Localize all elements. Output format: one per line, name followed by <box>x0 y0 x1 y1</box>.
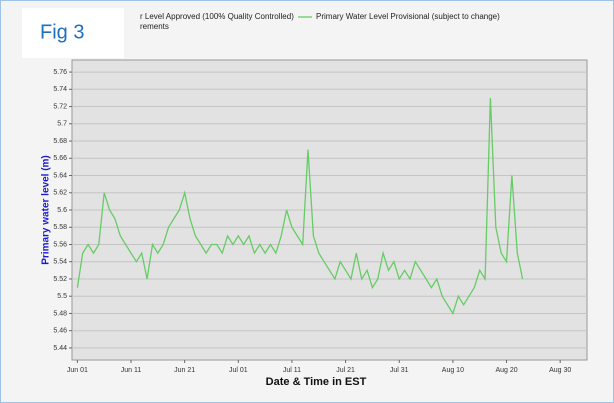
y-tick-label: 5.6 <box>57 207 67 214</box>
y-tick-label: 5.72 <box>53 103 67 110</box>
y-tick-label: 5.76 <box>53 69 67 76</box>
y-tick-label: 5.44 <box>53 345 67 352</box>
legend-text: r Level Approved (100% Quality Controlle… <box>140 12 294 21</box>
x-tick-label: Aug 30 <box>549 367 571 374</box>
y-tick-label: 5.74 <box>53 86 67 93</box>
x-tick-label: Jun 21 <box>174 367 195 374</box>
x-axis-label: Date & Time in EST <box>266 376 367 388</box>
y-tick-label: 5.52 <box>53 276 67 283</box>
x-tick-label: Aug 20 <box>495 367 517 374</box>
legend-label: Primary Water Level Provisional (subject… <box>316 12 500 21</box>
y-tick-label: 5.7 <box>57 121 67 128</box>
y-tick-label: 5.5 <box>57 293 67 300</box>
y-tick-label: 5.68 <box>53 138 67 145</box>
y-tick-label: 5.64 <box>53 172 67 179</box>
data-line <box>76 97 524 315</box>
x-tick-label: Jul 01 <box>229 367 248 374</box>
x-tick-label: Aug 10 <box>442 367 464 374</box>
y-tick-label: 5.66 <box>53 155 67 162</box>
y-tick-label: 5.46 <box>53 328 67 335</box>
fig-label: Fig 3 <box>40 21 84 43</box>
y-tick-label: 5.62 <box>53 190 67 197</box>
x-tick-label: Jul 21 <box>336 367 355 374</box>
y-axis-label: Primary water level (m) <box>41 155 52 265</box>
x-tick-label: Jun 11 <box>121 367 142 374</box>
x-tick-label: Jul 31 <box>390 367 409 374</box>
y-tick-label: 5.58 <box>53 224 67 231</box>
y-tick-label: 5.48 <box>53 310 67 317</box>
x-tick-label: Jun 01 <box>67 367 88 374</box>
y-tick-label: 5.54 <box>53 259 67 266</box>
x-tick-label: Jul 11 <box>283 367 301 374</box>
y-tick-label: 5.56 <box>53 241 67 248</box>
fig-label-box <box>22 8 124 58</box>
legend-text: rements <box>140 22 169 31</box>
